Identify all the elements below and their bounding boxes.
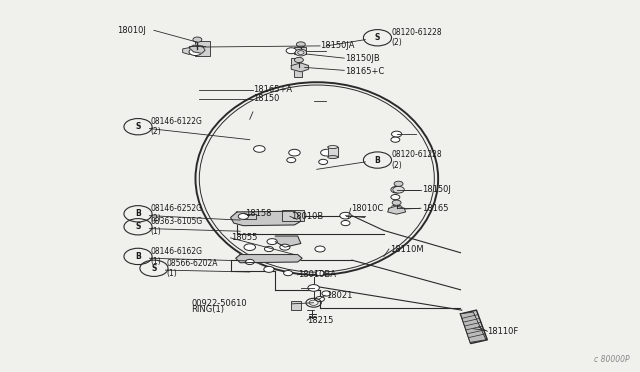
Text: RING(1): RING(1) [191, 305, 224, 314]
Circle shape [316, 296, 324, 302]
Circle shape [394, 181, 403, 186]
Polygon shape [275, 236, 301, 247]
Circle shape [287, 157, 296, 163]
Circle shape [391, 205, 403, 212]
Circle shape [341, 221, 350, 226]
Polygon shape [461, 312, 486, 342]
Ellipse shape [328, 145, 338, 148]
Text: B: B [135, 252, 141, 261]
Text: 08566-6202A
(1): 08566-6202A (1) [167, 259, 218, 278]
Ellipse shape [328, 155, 338, 158]
Circle shape [245, 259, 254, 264]
Text: 18165+C: 18165+C [346, 67, 385, 76]
Circle shape [294, 57, 303, 62]
Text: 18021: 18021 [326, 291, 353, 300]
Text: 00922-50610: 00922-50610 [191, 299, 246, 308]
Text: 08146-6122G
(2): 08146-6122G (2) [151, 117, 203, 137]
Polygon shape [388, 206, 406, 214]
Text: 18150JB: 18150JB [346, 54, 380, 62]
Circle shape [284, 270, 292, 276]
Circle shape [391, 137, 400, 142]
Text: B: B [374, 155, 380, 164]
Text: 18010B: 18010B [291, 212, 323, 221]
Bar [291, 301, 301, 310]
Circle shape [189, 48, 202, 55]
Text: 18158: 18158 [244, 209, 271, 218]
Circle shape [267, 238, 277, 244]
Bar [294, 47, 306, 54]
Circle shape [391, 186, 403, 193]
Bar [243, 214, 256, 219]
Text: 18055: 18055 [230, 233, 257, 243]
Polygon shape [236, 254, 302, 263]
Circle shape [315, 246, 325, 252]
Circle shape [296, 42, 305, 47]
Text: 18165: 18165 [422, 204, 449, 213]
Circle shape [244, 244, 255, 250]
Circle shape [286, 48, 296, 54]
Circle shape [295, 49, 307, 56]
Polygon shape [182, 47, 195, 54]
Bar [291, 58, 301, 67]
Circle shape [321, 149, 332, 156]
Polygon shape [461, 310, 487, 343]
Polygon shape [189, 45, 205, 53]
Text: S: S [135, 222, 141, 231]
Text: 18150J: 18150J [422, 185, 451, 194]
Bar [294, 69, 302, 77]
Text: 18110M: 18110M [390, 244, 424, 253]
Text: 18165+A: 18165+A [253, 85, 292, 94]
Text: 18010BA: 18010BA [298, 270, 335, 279]
Text: 18215: 18215 [307, 316, 333, 325]
Circle shape [289, 149, 300, 156]
Polygon shape [230, 211, 301, 226]
Text: S: S [151, 264, 157, 273]
Circle shape [391, 195, 400, 200]
Circle shape [322, 291, 331, 296]
Text: 08146-6252G
(2): 08146-6252G (2) [151, 204, 203, 224]
Bar [195, 41, 209, 56]
Polygon shape [291, 63, 308, 72]
Circle shape [392, 200, 401, 205]
Bar [282, 210, 304, 221]
Text: 18150JA: 18150JA [320, 41, 355, 50]
Text: B: B [135, 209, 141, 218]
Circle shape [316, 270, 324, 276]
Text: 08363-6105G
(1): 08363-6105G (1) [151, 217, 203, 237]
Circle shape [264, 246, 273, 251]
Text: 08146-6162G
(1): 08146-6162G (1) [151, 247, 203, 266]
Text: 08120-61228
(2): 08120-61228 (2) [392, 28, 442, 48]
Text: 18010C: 18010C [351, 204, 383, 213]
Text: 18010J: 18010J [117, 26, 147, 35]
Circle shape [319, 159, 328, 164]
Circle shape [392, 131, 402, 137]
Polygon shape [328, 147, 338, 157]
Text: S: S [375, 33, 380, 42]
Circle shape [393, 186, 404, 193]
Circle shape [340, 212, 351, 219]
Text: 18110F: 18110F [487, 327, 518, 336]
Circle shape [264, 266, 274, 272]
Text: c 80000P: c 80000P [594, 355, 630, 364]
Circle shape [280, 244, 290, 250]
Circle shape [308, 285, 319, 291]
Text: 08120-61228
(2): 08120-61228 (2) [392, 150, 442, 170]
Text: 18150: 18150 [253, 94, 279, 103]
Circle shape [238, 214, 248, 219]
Circle shape [253, 145, 265, 152]
Text: S: S [135, 122, 141, 131]
Circle shape [193, 37, 202, 42]
